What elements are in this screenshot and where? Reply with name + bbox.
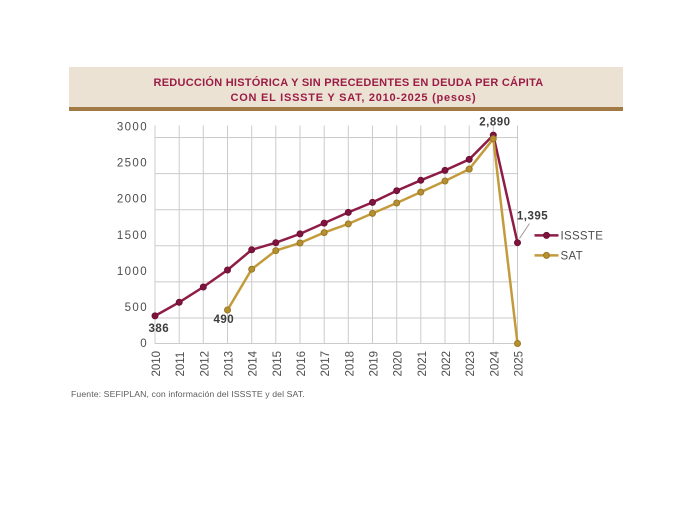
svg-text:2013: 2013 [224, 351, 236, 377]
svg-text:1,395: 1,395 [517, 210, 548, 222]
svg-text:SAT: SAT [561, 250, 583, 262]
svg-text:2,890: 2,890 [479, 117, 510, 129]
svg-text:1000: 1000 [117, 266, 148, 278]
svg-text:2010: 2010 [151, 351, 163, 377]
svg-text:2020: 2020 [393, 351, 405, 377]
svg-text:2019: 2019 [369, 351, 381, 377]
svg-text:1500: 1500 [117, 230, 148, 242]
svg-text:0: 0 [140, 338, 148, 350]
svg-text:2024: 2024 [489, 350, 501, 376]
svg-text:2021: 2021 [417, 351, 429, 377]
svg-text:2014: 2014 [248, 350, 260, 376]
svg-text:2000: 2000 [117, 194, 148, 206]
svg-text:ISSSTE: ISSSTE [561, 230, 604, 242]
svg-text:2017: 2017 [320, 351, 332, 377]
svg-text:2012: 2012 [199, 351, 211, 377]
svg-text:2011: 2011 [175, 352, 187, 377]
svg-text:490: 490 [213, 314, 234, 326]
svg-text:2022: 2022 [441, 351, 453, 377]
svg-text:2018: 2018 [344, 351, 356, 377]
svg-text:3000: 3000 [117, 122, 148, 134]
svg-text:500: 500 [125, 302, 148, 314]
svg-text:386: 386 [148, 323, 169, 335]
svg-text:2016: 2016 [296, 351, 308, 377]
svg-text:2025: 2025 [514, 351, 526, 377]
svg-text:2500: 2500 [117, 158, 148, 170]
svg-text:2015: 2015 [272, 351, 284, 377]
svg-text:2023: 2023 [465, 351, 477, 377]
